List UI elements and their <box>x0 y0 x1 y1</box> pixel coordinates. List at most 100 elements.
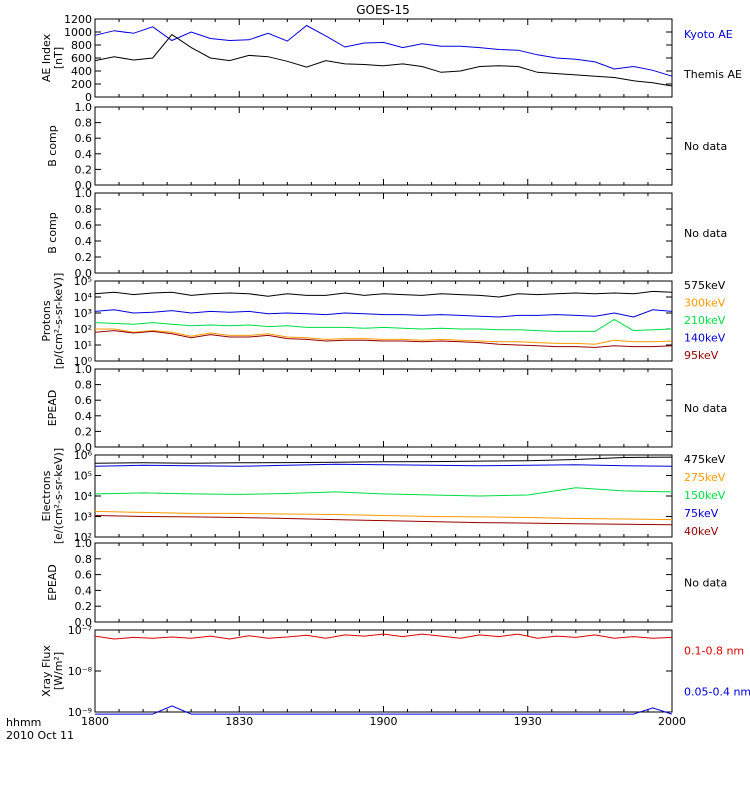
no-data-label: No data <box>684 402 727 415</box>
legend-entry: 140keV <box>684 332 726 345</box>
y-tick-label: 0.0 <box>75 179 93 192</box>
series-line-150keV <box>94 487 673 497</box>
y-tick-label: 1.0 <box>75 363 93 376</box>
y-axis-label: [W/m²] <box>52 652 65 690</box>
y-tick-label: 0.4 <box>75 410 93 423</box>
series-line-575keV <box>94 290 673 298</box>
panel-bcomp1: 0.0 0.2 0.4 0.6 0.8 1.0 B comp No data <box>46 101 727 192</box>
legend-entry: 300keV <box>684 297 726 310</box>
y-axis-label: [e/(cm²-s-sr-keV)] <box>52 448 65 544</box>
y-axis-label: EPEAD <box>46 564 59 601</box>
panel-frame <box>94 629 673 713</box>
y-tick-label: 10⁻⁷ <box>68 624 92 637</box>
x-axis-label: hhmm <box>6 716 41 729</box>
y-tick-label: 10⁵ <box>74 470 92 483</box>
y-tick-label: 10² <box>74 323 92 336</box>
series-line-475keV <box>94 456 673 464</box>
y-tick-label: 1.0 <box>75 101 93 114</box>
series-line-95keV <box>94 330 673 348</box>
y-tick-label: 10⁻⁹ <box>68 706 92 719</box>
y-tick-label: 400 <box>71 65 92 78</box>
y-axis-label: B comp <box>46 212 59 254</box>
y-tick-label: 0.6 <box>75 132 93 145</box>
panel-xray: 10⁻⁹ 10⁻⁸ 10⁻⁷ Xray Flux [W/m²] 0.1-0.8 nm 0.0… <box>40 624 750 719</box>
legend-entry: 275keV <box>684 471 726 484</box>
y-tick-label: 0.2 <box>75 600 93 613</box>
y-tick-label: 0.8 <box>75 379 93 392</box>
series-line-0.1-0.8 nm <box>94 633 673 640</box>
panel-frame <box>94 368 673 448</box>
y-tick-label: 600 <box>71 52 92 65</box>
panel-frame <box>94 542 673 623</box>
legend-entry: 575keV <box>684 279 726 292</box>
y-tick-label: 0.2 <box>75 163 93 176</box>
series-line-140keV <box>94 309 673 318</box>
y-tick-label: 0.2 <box>75 251 93 264</box>
panel-bcomp2: 0.0 0.2 0.4 0.6 0.8 1.0 B comp No data <box>46 187 727 280</box>
y-tick-label: 0.4 <box>75 584 93 597</box>
panel-protons: 10⁰ 10¹ 10² 10³ 10⁴ 10⁵ Protons [p/(cm²-s-sr-ke… <box>40 273 726 370</box>
legend-entry: Themis AE <box>683 68 742 81</box>
y-tick-label: 0.4 <box>75 235 93 248</box>
panel-epead2: 0.0 0.2 0.4 0.6 0.8 1.0 EPEAD No data <box>46 537 727 629</box>
y-axis-label: Electrons <box>40 470 53 521</box>
y-axis-label: B comp <box>46 125 59 167</box>
x-tick-label: 1830 <box>225 715 253 728</box>
series-line-210keV <box>94 318 673 332</box>
legend-entry: 75keV <box>684 507 719 520</box>
panel-frame <box>94 18 673 98</box>
series-line-300keV <box>95 328 673 345</box>
legend-entry: 40keV <box>684 525 719 538</box>
y-tick-label: 10³ <box>74 511 92 524</box>
x-axis-date: 2010 Oct 11 <box>6 729 74 742</box>
x-tick-label: 1800 <box>81 715 109 728</box>
y-tick-label: 1.0 <box>75 537 93 550</box>
y-tick-label: 200 <box>71 78 92 91</box>
y-tick-label: 0 <box>85 91 92 104</box>
no-data-label: No data <box>684 577 727 590</box>
y-tick-label: 1200 <box>64 13 92 26</box>
y-tick-label: 10⁻⁸ <box>68 665 93 678</box>
y-axis-label: [p/(cm²-s-sr-keV)] <box>52 273 65 370</box>
legend-entry: Kyoto AE <box>684 28 733 41</box>
panel-frame <box>94 454 673 538</box>
y-axis-label: EPEAD <box>46 390 59 427</box>
plot-title: GOES-15 <box>356 3 410 17</box>
series-line-0.05-0.4 nm <box>95 705 673 715</box>
y-tick-label: 0.2 <box>75 425 93 438</box>
legend-entry: 150keV <box>684 489 726 502</box>
panel-frame <box>94 192 673 274</box>
y-tick-label: 10⁴ <box>74 291 93 304</box>
y-axis-label: Xray Flux <box>40 645 53 697</box>
legend-entry: 210keV <box>684 314 726 327</box>
series-line-Themis AE <box>94 33 673 87</box>
y-tick-label: 0.8 <box>75 553 93 566</box>
panel-frame <box>94 106 673 186</box>
x-tick-label: 1930 <box>514 715 542 728</box>
y-tick-label: 10¹ <box>74 339 92 352</box>
y-tick-label: 0.0 <box>75 441 93 454</box>
y-tick-label: 10³ <box>74 307 92 320</box>
y-axis-label: AE Index <box>40 33 53 82</box>
y-tick-label: 0.6 <box>75 219 93 232</box>
no-data-label: No data <box>684 140 727 153</box>
no-data-label: No data <box>684 227 727 240</box>
y-tick-label: 10⁰ <box>74 355 93 368</box>
y-tick-label: 10⁵ <box>74 275 92 288</box>
series-line-75keV <box>94 463 673 467</box>
y-tick-label: 800 <box>71 39 92 52</box>
y-axis-label: [nT] <box>52 47 65 69</box>
y-tick-label: 0.4 <box>75 148 93 161</box>
series-line-Kyoto AE <box>94 24 673 77</box>
legend-entry: 95keV <box>684 349 719 362</box>
y-tick-label: 0.0 <box>75 267 93 280</box>
legend-entry: 0.05-0.4 nm <box>684 686 750 699</box>
y-tick-label: 0.6 <box>75 569 93 582</box>
y-tick-label: 0.8 <box>75 203 93 216</box>
y-axis-label: Protons <box>40 300 53 341</box>
y-tick-label: 0.6 <box>75 394 93 407</box>
y-tick-label: 1000 <box>64 26 92 39</box>
